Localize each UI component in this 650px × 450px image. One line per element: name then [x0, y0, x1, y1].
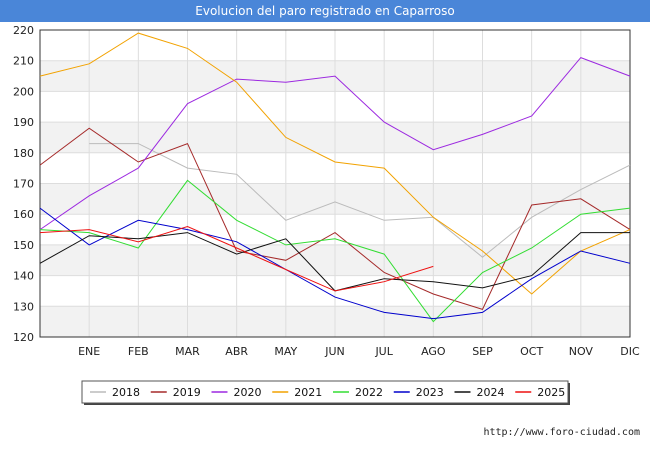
series-line-2019 — [39, 127, 631, 311]
x-tick-label: FEB — [128, 345, 149, 358]
x-tick-label: OCT — [520, 345, 543, 358]
legend-label-2024: 2024 — [477, 386, 505, 399]
series-line-2023 — [39, 207, 631, 320]
legend-label-2018: 2018 — [112, 386, 140, 399]
y-tick-label: 140 — [13, 270, 34, 283]
x-tick-label: JUL — [374, 345, 393, 358]
x-tick-label: MAR — [175, 345, 200, 358]
legend-label-2019: 2019 — [173, 386, 201, 399]
legend-label-2020: 2020 — [234, 386, 262, 399]
series-line-2020 — [39, 57, 631, 231]
y-tick-label: 200 — [13, 85, 34, 98]
y-tick-label: 120 — [13, 331, 34, 344]
legend-label-2021: 2021 — [294, 386, 322, 399]
x-tick-label: ABR — [225, 345, 248, 358]
x-tick-label: ENE — [78, 345, 100, 358]
x-tick-label: DIC — [620, 345, 640, 358]
y-tick-label: 220 — [13, 24, 34, 37]
x-tick-label: AGO — [421, 345, 446, 358]
plot-axes: 120 130 140 150 160 170 180 190 200 210 220 ENE FEB M… — [13, 24, 640, 358]
legend-box — [81, 380, 569, 404]
y-tick-label: 170 — [13, 178, 34, 191]
series-line-2025 — [39, 225, 434, 292]
y-tick-label: 150 — [13, 239, 34, 252]
x-tick-label: NOV — [569, 345, 594, 358]
series-line-2022 — [39, 179, 631, 323]
legend-label-2022: 2022 — [355, 386, 383, 399]
legend: 2018 2019 2020 2021 2022 2023 2024 2025 — [81, 380, 570, 405]
plot-series — [39, 32, 631, 323]
legend-label-2023: 2023 — [416, 386, 444, 399]
x-tick-label: MAY — [274, 345, 297, 358]
y-tick-label: 130 — [13, 300, 34, 313]
plot-frame — [39, 29, 631, 338]
chart-title: Evolucion del paro registrado en Caparro… — [0, 0, 650, 22]
x-tick-label: JUN — [324, 345, 345, 358]
y-tick-label: 180 — [13, 147, 34, 160]
y-tick-label: 160 — [13, 208, 34, 221]
footer-url[interactable]: http://www.foro-ciudad.com — [483, 427, 640, 438]
series-line-2021 — [39, 32, 631, 295]
x-tick-label: SEP — [472, 345, 493, 358]
y-tick-label: 190 — [13, 116, 34, 129]
series-line-2018 — [89, 143, 631, 258]
legend-label-2025: 2025 — [537, 386, 565, 399]
y-tick-label: 210 — [13, 55, 34, 68]
